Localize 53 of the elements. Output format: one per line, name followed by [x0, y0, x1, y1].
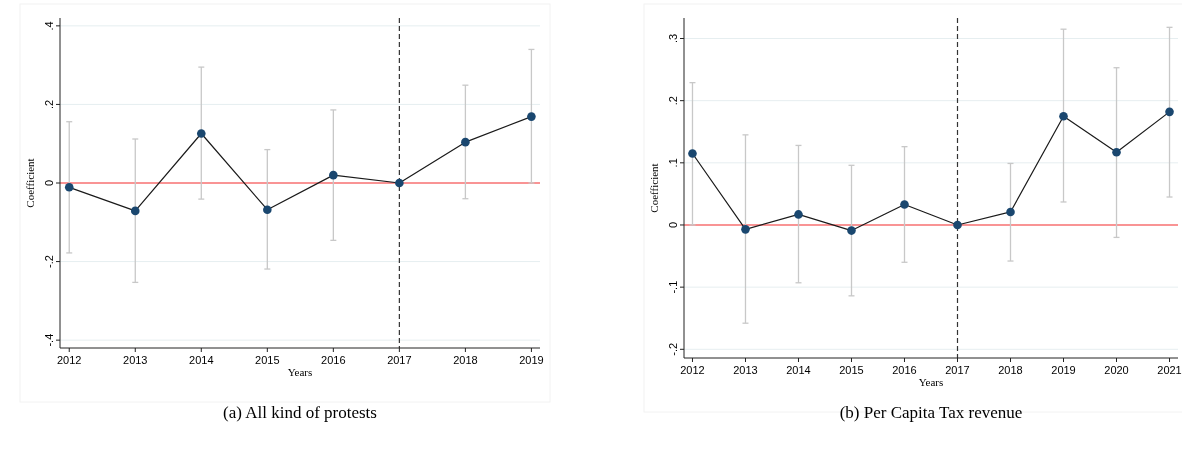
point — [461, 137, 470, 147]
x-tick-label: 2016 — [892, 364, 917, 376]
point — [1059, 111, 1068, 121]
x-tick-label: 2013 — [733, 364, 758, 376]
point — [329, 170, 338, 180]
x-tick-label: 2019 — [1051, 364, 1076, 376]
point — [263, 205, 272, 215]
y-tick-label: -.2 — [43, 255, 55, 268]
x-axis-title: Years — [287, 366, 313, 378]
x-axis-title: Years — [918, 376, 944, 388]
x-tick-label: 2015 — [255, 354, 280, 366]
x-tick-label: 2021 — [1157, 364, 1182, 376]
point — [794, 210, 803, 219]
point — [1006, 207, 1015, 217]
y-tick-label: 0 — [667, 221, 679, 229]
text: (a) All kind of protests — [223, 403, 377, 422]
point — [1112, 147, 1121, 157]
x-tick-label: 2018 — [998, 364, 1023, 376]
x-tick-label: 2019 — [519, 354, 544, 366]
x-tick-label: 2014 — [786, 364, 811, 376]
x-tick-label: 2017 — [945, 364, 970, 376]
text: (b) Per Capita Tax revenue — [839, 403, 1023, 422]
x-tick-label: 2017 — [387, 354, 412, 366]
y-tick-label: .3 — [667, 33, 679, 44]
point — [64, 183, 74, 192]
x-tick-label: 2012 — [57, 354, 82, 366]
point — [741, 225, 750, 234]
point — [688, 149, 697, 158]
y-tick-label: -.1 — [667, 280, 679, 294]
x-tick-label: 2015 — [839, 364, 864, 376]
x-tick-label: 2012 — [680, 364, 705, 376]
y-axis-title: Coefficient — [648, 163, 660, 213]
point — [1165, 107, 1174, 117]
point — [527, 112, 536, 121]
x-tick-label: 2018 — [453, 354, 478, 366]
point — [900, 200, 909, 209]
y-tick-label: 0 — [43, 179, 55, 187]
point — [130, 206, 140, 216]
point — [395, 178, 404, 188]
point — [847, 226, 856, 235]
y-tick-label: .1 — [667, 158, 679, 168]
x-tick-label: 2014 — [189, 354, 214, 366]
y-axis-title: Coefficient — [24, 158, 36, 208]
y-tick-label: -.4 — [43, 333, 55, 347]
y-tick-label: .2 — [43, 99, 55, 110]
x-tick-label: 2020 — [1104, 364, 1129, 376]
y-tick-label: -.2 — [667, 342, 679, 356]
point — [196, 129, 206, 138]
y-tick-label: .2 — [667, 96, 679, 106]
x-tick-label: 2016 — [321, 354, 346, 366]
y-tick-label: .4 — [43, 21, 55, 31]
x-tick-label: 2013 — [123, 354, 148, 366]
point — [953, 220, 962, 230]
